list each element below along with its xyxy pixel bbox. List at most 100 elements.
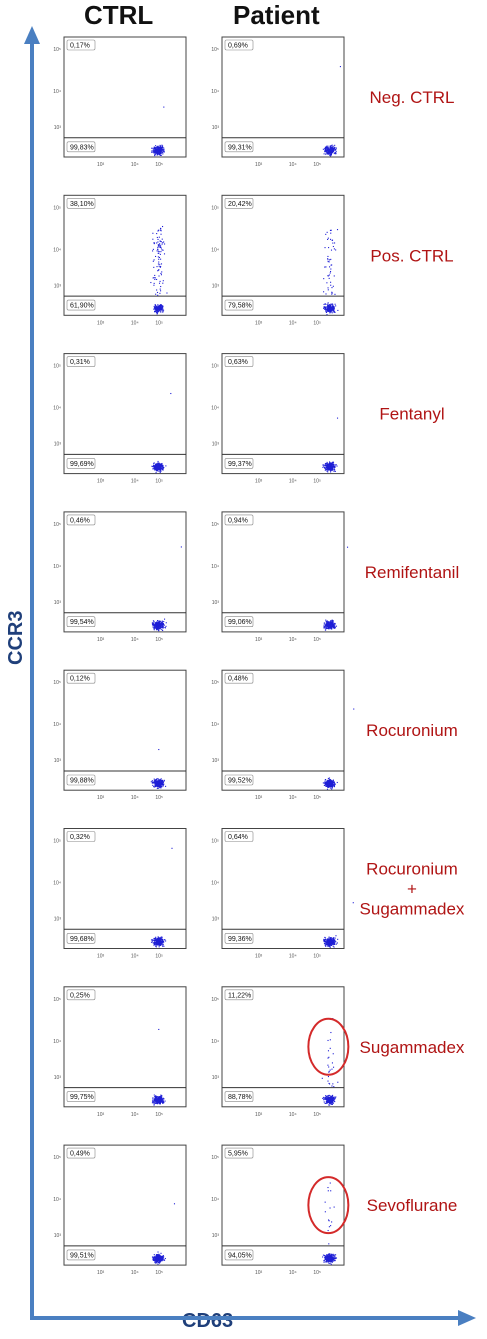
data-point <box>159 306 161 308</box>
y-tick-label: 10³ <box>54 1075 62 1081</box>
data-point <box>326 468 328 470</box>
data-point <box>333 305 335 308</box>
data-point <box>325 1100 327 1102</box>
condition-label-line: Pos. CTRL <box>370 246 453 265</box>
data-point <box>331 1258 333 1260</box>
data-point <box>330 1099 332 1101</box>
data-point <box>154 148 156 150</box>
data-point <box>158 311 160 313</box>
data-point <box>330 938 332 940</box>
data-point <box>160 463 162 465</box>
data-point <box>160 944 162 946</box>
upper-gate-percent: 0,25% <box>66 989 96 1001</box>
data-point <box>158 1255 160 1257</box>
data-point <box>327 1190 329 1192</box>
data-point <box>157 311 159 313</box>
data-point <box>156 236 158 239</box>
data-point <box>326 1102 328 1104</box>
data-point <box>323 303 325 306</box>
data-point <box>158 1098 161 1101</box>
plot-frame <box>63 1144 187 1266</box>
condition-label-2: Pos. CTRL <box>370 246 453 265</box>
condition-label-8: Sevoflurane <box>367 1196 458 1215</box>
data-point <box>162 1100 164 1102</box>
data-point <box>162 627 164 629</box>
data-point <box>327 151 330 153</box>
data-point <box>327 258 329 260</box>
data-point <box>156 1099 158 1101</box>
data-point <box>327 1097 329 1099</box>
data-point <box>327 259 329 261</box>
data-point <box>330 463 332 465</box>
data-point <box>330 258 332 260</box>
data-point <box>326 466 328 468</box>
data-point <box>159 469 161 471</box>
data-point <box>335 464 337 466</box>
data-point <box>332 310 334 312</box>
data-point <box>157 782 159 784</box>
data-point <box>334 470 336 472</box>
data-point <box>154 944 156 946</box>
data-point <box>327 153 329 155</box>
data-point <box>154 779 156 781</box>
data-point <box>153 259 155 261</box>
data-point <box>331 619 333 621</box>
data-point <box>161 626 163 628</box>
data-point <box>326 622 328 624</box>
y-tick-label: 10³ <box>212 758 220 764</box>
lower-gate-box <box>224 774 254 786</box>
y-tick-label: 10⁵ <box>211 997 219 1003</box>
data-point <box>329 149 331 151</box>
data-point <box>329 1207 331 1209</box>
data-point <box>158 1102 161 1104</box>
data-point <box>160 146 162 148</box>
data-point <box>153 151 155 153</box>
data-point <box>158 1262 160 1264</box>
data-point <box>330 238 332 240</box>
data-point <box>327 1260 329 1262</box>
lower-gate-percent: 99,52% <box>224 774 254 786</box>
data-point <box>155 305 157 307</box>
data-point <box>156 466 158 468</box>
data-point <box>334 622 336 624</box>
data-point <box>329 1098 331 1100</box>
data-point <box>159 280 161 282</box>
data-point <box>152 1259 155 1261</box>
data-point <box>160 152 162 154</box>
data-point <box>153 152 155 154</box>
data-point <box>327 626 329 628</box>
data-point <box>153 148 155 150</box>
data-point <box>162 782 164 784</box>
data-point <box>155 945 157 947</box>
x-tick-label: 10⁴ <box>131 1112 139 1118</box>
data-point <box>153 1098 155 1100</box>
data-point <box>151 1100 154 1102</box>
data-point <box>334 1098 336 1100</box>
data-point <box>153 1099 155 1102</box>
data-point <box>324 943 327 945</box>
data-point <box>328 307 330 309</box>
lower-gate-box <box>224 299 254 311</box>
data-point <box>151 940 153 942</box>
data-point <box>156 783 158 785</box>
data-point <box>162 280 164 282</box>
lower-gate-value: 99,68% <box>70 936 94 943</box>
lower-gate-percent: 99,68% <box>66 932 96 944</box>
data-point <box>150 939 153 941</box>
data-point <box>161 468 164 470</box>
data-point <box>328 247 330 249</box>
data-point <box>157 1096 159 1098</box>
data-point <box>161 938 163 940</box>
data-point <box>153 242 155 244</box>
lower-gate-percent: 94,05% <box>224 1249 254 1261</box>
data-point <box>333 1096 335 1098</box>
data-point <box>155 145 157 147</box>
data-point <box>331 937 333 939</box>
data-point <box>325 938 327 941</box>
data-point <box>162 623 164 625</box>
y-tick-label: 10³ <box>54 758 62 764</box>
data-point <box>327 1039 329 1042</box>
data-point <box>156 942 159 945</box>
data-point <box>324 146 327 148</box>
data-point <box>332 242 334 244</box>
